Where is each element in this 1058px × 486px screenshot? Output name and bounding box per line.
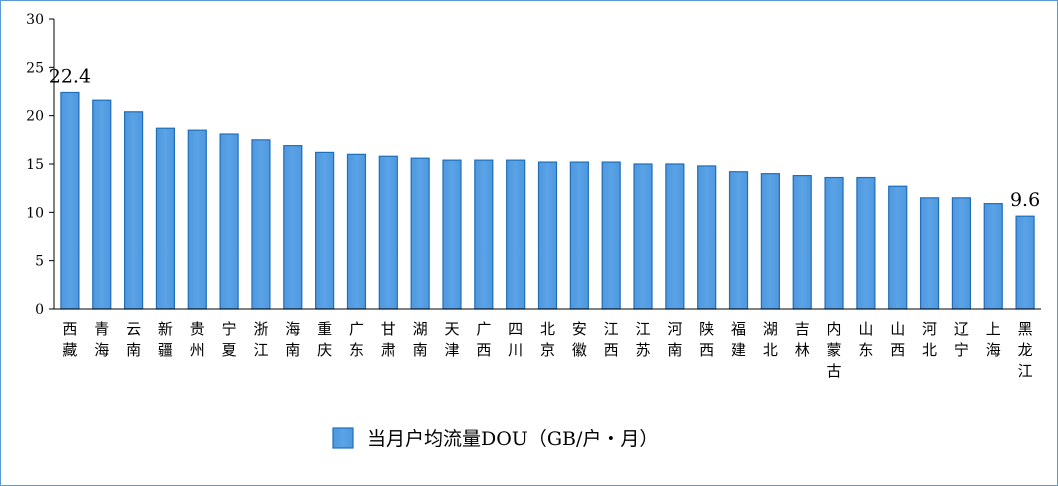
x-tick-label: 浙江 bbox=[253, 320, 268, 359]
x-tick-label: 贵州 bbox=[190, 320, 205, 359]
bar bbox=[951, 197, 972, 310]
bar bbox=[60, 91, 80, 310]
x-tick-label: 云南 bbox=[126, 320, 141, 359]
bar bbox=[569, 161, 589, 310]
data-label: 9.6 bbox=[1010, 189, 1040, 211]
x-tick-label: 新疆 bbox=[158, 320, 173, 359]
x-axis: 西藏青海云南新疆贵州宁夏浙江海南重庆广东甘肃湖南天津广西四川北京安徽江西江苏河南… bbox=[54, 308, 1041, 380]
bar bbox=[728, 171, 749, 310]
x-tick-label: 辽宁 bbox=[954, 320, 969, 359]
x-tick-label: 内蒙古 bbox=[827, 320, 842, 380]
x-tick-label: 上海 bbox=[986, 320, 1001, 359]
x-tick-label: 甘肃 bbox=[381, 320, 396, 359]
bar bbox=[792, 175, 812, 310]
x-tick-label: 吉林 bbox=[795, 320, 810, 359]
x-tick-label: 福建 bbox=[731, 320, 746, 359]
bar bbox=[378, 155, 398, 310]
bar bbox=[187, 129, 207, 310]
bar bbox=[601, 161, 621, 310]
y-tick-label: 30 bbox=[26, 12, 44, 28]
y-axis: 0 5 10 15 20 25 30 bbox=[26, 12, 55, 318]
x-tick-label: 北京 bbox=[540, 320, 555, 359]
x-tick-label: 天津 bbox=[444, 320, 459, 359]
x-tick-label: 重庆 bbox=[317, 320, 332, 359]
bar bbox=[856, 176, 876, 310]
bar bbox=[919, 197, 940, 310]
bar bbox=[474, 159, 494, 310]
x-tick-label: 山西 bbox=[890, 320, 905, 359]
x-tick-label: 陕西 bbox=[699, 320, 714, 359]
x-tick-label: 河北 bbox=[922, 320, 937, 359]
bar bbox=[1015, 215, 1035, 310]
bar bbox=[824, 176, 844, 310]
bar bbox=[410, 157, 430, 310]
x-tick-label: 河南 bbox=[667, 320, 682, 359]
x-tick-label: 山东 bbox=[858, 320, 873, 359]
bar bbox=[123, 111, 144, 310]
y-tick-label: 25 bbox=[26, 60, 44, 76]
legend-swatch bbox=[332, 427, 354, 449]
y-tick-label: 20 bbox=[26, 109, 44, 125]
bar bbox=[219, 133, 239, 310]
bar bbox=[537, 161, 558, 310]
x-tick-label: 青海 bbox=[94, 320, 109, 359]
bars bbox=[60, 91, 1035, 310]
x-tick-label: 江西 bbox=[604, 320, 619, 359]
x-tick-label: 四川 bbox=[508, 320, 523, 359]
bar bbox=[346, 153, 367, 310]
x-tick-label: 广西 bbox=[476, 320, 491, 359]
bar bbox=[155, 127, 176, 310]
x-tick-label: 湖南 bbox=[413, 320, 428, 359]
x-tick-label: 宁夏 bbox=[222, 320, 237, 359]
data-labels: 22.4 9.6 bbox=[49, 65, 1040, 211]
bar bbox=[92, 99, 112, 310]
bar bbox=[760, 173, 780, 310]
legend: 当月户均流量DOU（GB/户・月） bbox=[332, 427, 658, 450]
x-tick-label: 湖北 bbox=[763, 320, 778, 359]
x-tick-label: 安徽 bbox=[572, 320, 587, 359]
x-tick-label: 海南 bbox=[285, 320, 300, 359]
bar bbox=[251, 139, 271, 310]
bar bbox=[442, 159, 462, 310]
y-tick-label: 5 bbox=[35, 254, 44, 270]
y-tick-label: 0 bbox=[35, 302, 44, 318]
bar bbox=[983, 203, 1003, 310]
bar bbox=[283, 145, 303, 310]
y-tick-label: 15 bbox=[26, 157, 44, 173]
legend-label: 当月户均流量DOU（GB/户・月） bbox=[367, 428, 658, 450]
x-tick-label: 广东 bbox=[349, 320, 364, 359]
x-tick-label: 西藏 bbox=[62, 320, 77, 359]
x-tick-label: 黑龙江 bbox=[1018, 320, 1033, 380]
y-tick-label: 10 bbox=[26, 205, 44, 221]
bar bbox=[697, 165, 717, 310]
bar bbox=[665, 163, 685, 310]
x-tick-label: 江苏 bbox=[636, 320, 651, 359]
bar bbox=[506, 159, 526, 310]
bar bbox=[888, 185, 908, 310]
bar bbox=[633, 163, 653, 310]
data-label: 22.4 bbox=[49, 65, 91, 87]
bar bbox=[315, 151, 335, 310]
